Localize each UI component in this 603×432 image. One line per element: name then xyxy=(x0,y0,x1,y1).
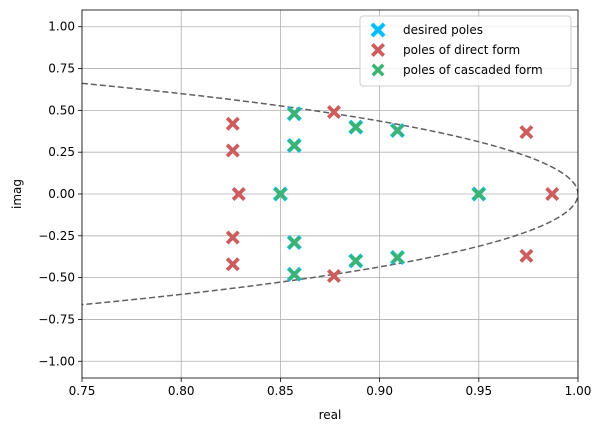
y-tick-label: 0.00 xyxy=(48,187,75,201)
series-poles-of-cascaded-form xyxy=(273,107,486,281)
legend-box xyxy=(359,15,572,87)
y-tick-label: −0.50 xyxy=(38,271,75,285)
pole-marker xyxy=(390,123,404,137)
y-tick-label: −0.25 xyxy=(38,229,75,243)
y-tick-label: 0.75 xyxy=(48,62,75,76)
y-axis-label: imag xyxy=(10,179,24,209)
x-tick-label: 0.95 xyxy=(465,384,492,398)
pole-marker xyxy=(349,254,363,268)
series-poles-of-direct-form xyxy=(225,105,560,283)
x-axis-label: real xyxy=(319,408,342,422)
y-tick-label: 0.50 xyxy=(48,103,75,117)
pole-marker xyxy=(225,116,240,131)
y-axis-ticks: −1.00 −0.75 −0.50 −0.25 0.00 0.25 0.50 0.75 1.00 xyxy=(38,20,82,368)
pole-marker xyxy=(273,187,287,201)
pole-marker xyxy=(287,138,301,152)
x-tick-label: 1.00 xyxy=(565,384,592,398)
legend-marker xyxy=(370,22,386,38)
pole-marker xyxy=(225,257,240,272)
pole-marker xyxy=(231,187,246,201)
pole-marker xyxy=(225,143,240,158)
x-tick-label: 0.90 xyxy=(366,384,393,398)
legend-label: poles of cascaded form xyxy=(403,63,543,77)
pole-marker xyxy=(326,268,341,283)
legend-label: poles of direct form xyxy=(403,43,520,57)
pole-marker xyxy=(287,267,301,281)
legend-label: desired poles xyxy=(403,23,483,37)
y-tick-label: 1.00 xyxy=(48,20,75,34)
y-tick-label: 0.25 xyxy=(48,145,75,159)
pole-marker xyxy=(349,120,363,134)
legend-marker xyxy=(371,43,385,57)
pole-marker xyxy=(519,125,534,140)
x-tick-label: 0.85 xyxy=(267,384,294,398)
x-tick-label: 0.75 xyxy=(69,384,96,398)
pole-marker xyxy=(287,107,301,121)
pole-marker xyxy=(390,251,404,265)
y-tick-label: −0.75 xyxy=(38,312,75,326)
pole-markers xyxy=(225,105,560,283)
legend: desired poles poles of direct form poles o… xyxy=(359,15,572,87)
pole-marker xyxy=(545,187,560,201)
pole-marker xyxy=(472,187,486,201)
x-axis-ticks: 0.75 0.80 0.85 0.90 0.95 1.00 xyxy=(69,378,592,398)
y-tick-label: −1.00 xyxy=(38,354,75,368)
pole-marker xyxy=(287,236,301,250)
pole-marker xyxy=(519,248,534,263)
pole-marker xyxy=(326,105,341,120)
grid-lines xyxy=(81,10,579,378)
pole-marker xyxy=(225,230,240,245)
x-tick-label: 0.80 xyxy=(168,384,195,398)
legend-marker xyxy=(371,63,385,77)
